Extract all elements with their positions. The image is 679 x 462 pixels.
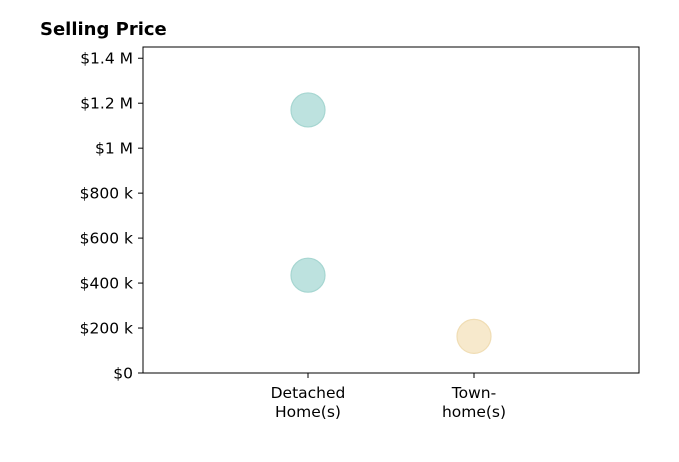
x-tick-label-line: Town- [451,384,496,402]
chart-title: Selling Price [40,19,167,40]
y-axis: $0 $200 k $400 k $600 k $800 k $1 M $1.2 M $1.4… [80,50,143,383]
x-tick-label: Detached Home(s) [271,384,346,421]
y-tick-label: $0 [113,365,133,383]
y-tick-label: $1.4 M [80,50,133,68]
y-tick-label: $600 k [80,230,133,248]
y-tick-label: $200 k [80,320,133,338]
y-tick-label: $1.2 M [80,95,133,113]
y-tick-label: $800 k [80,185,133,203]
data-point [290,92,326,128]
x-tick-label-line: home(s) [442,403,506,421]
x-tick-label-line: Detached [271,384,346,402]
x-tick-label-line: Home(s) [275,403,341,421]
data-point [456,318,492,354]
x-tick-label: Town-home(s) [442,384,506,421]
data-point [290,257,326,293]
x-axis: Detached Home(s) Town-home(s) [271,373,506,421]
y-tick-label: $400 k [80,275,133,293]
data-points [290,92,492,354]
plot-area-frame [142,46,640,374]
y-tick-label: $1 M [95,140,133,158]
